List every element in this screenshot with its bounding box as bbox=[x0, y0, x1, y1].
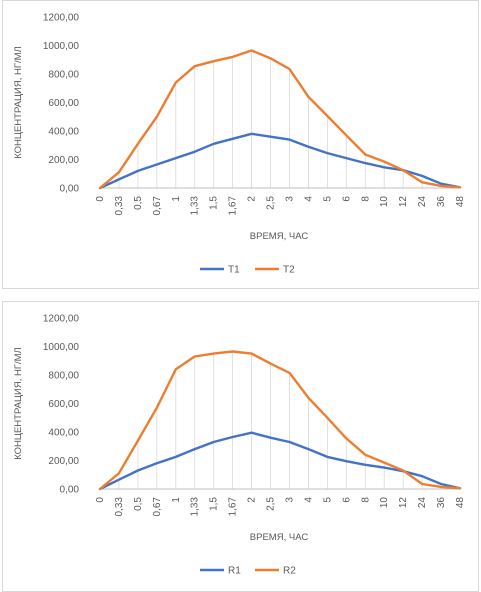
chart-2-y-axis-title: КОНЦЕНТРАЦИЯ, НГ/МЛ bbox=[13, 347, 24, 460]
chart-2-series-R2-line bbox=[98, 350, 462, 491]
chart-1-y-axis-title: КОНЦЕНТРАЦИЯ, НГ/МЛ bbox=[13, 46, 24, 159]
chart-1-y-tick-label: 0,00 bbox=[60, 184, 80, 195]
chart-1-series-T1-line bbox=[98, 132, 462, 190]
chart-1-x-tick-label: 10 bbox=[379, 196, 390, 208]
chart-2-x-tick-label: 0,67 bbox=[152, 497, 163, 517]
chart-1-x-tick-label: 1,67 bbox=[228, 196, 239, 216]
chart-2-x-tick-label: 1,5 bbox=[209, 497, 220, 511]
chart-1-legend-T2-label: T2 bbox=[283, 265, 295, 276]
chart-1-y-tick-label: 400,00 bbox=[48, 127, 79, 138]
chart-1-legend-T1-label: T1 bbox=[228, 265, 240, 276]
chart-1-y-tick-label: 1200,00 bbox=[43, 13, 80, 24]
chart-2-x-tick-label: 36 bbox=[436, 497, 447, 509]
chart-1-x-tick-label: 0,33 bbox=[114, 196, 125, 216]
chart-1-x-tick-label: 36 bbox=[436, 196, 447, 208]
chart-2-x-tick-label: 8 bbox=[360, 497, 371, 503]
chart-1-x-tick-label: 1,33 bbox=[190, 196, 201, 216]
chart-1-x-tick-label: 4 bbox=[303, 196, 314, 202]
chart-1-x-tick-label: 3 bbox=[284, 196, 295, 202]
chart-2-x-tick-label: 1,67 bbox=[228, 497, 239, 517]
chart-2-y-tick-label: 400,00 bbox=[48, 428, 79, 439]
chart-panel-2: 0,00 200,00 400,00 600,00 800,00 1000,00 1200,… bbox=[2, 301, 479, 592]
chart-1-x-tick-label: 0,67 bbox=[152, 196, 163, 216]
chart-2-y-tick-label: 600,00 bbox=[48, 399, 79, 410]
chart-2-x-tick-label: 1 bbox=[171, 497, 182, 503]
chart-panel-1: 0,00 200,00 400,00 600,00 800,00 1000,00 1200,… bbox=[2, 0, 479, 289]
chart-2-x-tick-label: 5 bbox=[322, 497, 333, 503]
chart-1-x-tick-label: 2,5 bbox=[266, 196, 277, 210]
chart-2-y-tick-label: 1200,00 bbox=[43, 314, 80, 325]
chart-2-legend-R2-label: R2 bbox=[283, 566, 296, 577]
chart-1-y-tick-label: 600,00 bbox=[48, 98, 79, 109]
chart-1-x-tick-label: 48 bbox=[455, 196, 466, 208]
chart-2-y-tick-label: 1000,00 bbox=[43, 342, 80, 353]
chart-1-svg: 0,00200,00400,00600,00800,001000,001200,… bbox=[13, 13, 466, 276]
chart-1-x-tick-label: 6 bbox=[341, 196, 352, 202]
chart-1-y-tick-label: 1000,00 bbox=[43, 41, 80, 52]
chart-2-x-tick-label: 2,5 bbox=[266, 497, 277, 511]
chart-2-x-tick-label: 4 bbox=[303, 497, 314, 503]
chart-2-x-axis-title: ВРЕМЯ, ЧАС bbox=[250, 532, 309, 543]
chart-1-x-tick-label: 0 bbox=[95, 196, 106, 202]
chart-1-x-axis-title: ВРЕМЯ, ЧАС bbox=[250, 231, 309, 242]
chart-2-x-tick-label: 0,33 bbox=[114, 497, 125, 517]
chart-2-x-tick-label: 1,33 bbox=[190, 497, 201, 517]
chart-1-y-tick-label: 200,00 bbox=[48, 155, 79, 166]
chart-2-series-R1-line bbox=[98, 431, 462, 491]
chart-1-x-tick-label: 1 bbox=[171, 196, 182, 202]
chart-2-y-tick-label: 0,00 bbox=[60, 485, 80, 496]
chart-2-x-tick-label: 10 bbox=[379, 497, 390, 509]
chart-2-x-tick-label: 24 bbox=[417, 497, 428, 509]
chart-1-series-T2-line bbox=[98, 49, 462, 190]
chart-2-y-tick-label: 800,00 bbox=[48, 371, 79, 382]
chart-2-y-tick-label: 200,00 bbox=[48, 456, 79, 467]
chart-2-x-tick-label: 0,5 bbox=[133, 497, 144, 511]
chart-1-x-tick-label: 24 bbox=[417, 196, 428, 208]
chart-2-x-tick-label: 3 bbox=[284, 497, 295, 503]
chart-1-x-tick-label: 0,5 bbox=[133, 196, 144, 210]
chart-2-x-tick-label: 48 bbox=[455, 497, 466, 509]
chart-2-x-tick-label: 0 bbox=[95, 497, 106, 503]
chart-2-x-tick-label: 2 bbox=[247, 497, 258, 503]
chart-1-x-tick-label: 2 bbox=[247, 196, 258, 202]
chart-1-x-tick-label: 5 bbox=[322, 196, 333, 202]
chart-2-svg: 0,00200,00400,00600,00800,001000,001200,… bbox=[13, 314, 466, 577]
chart-1-x-tick-label: 12 bbox=[398, 196, 409, 208]
chart-2-legend-R1-label: R1 bbox=[228, 566, 241, 577]
chart-1-y-tick-label: 800,00 bbox=[48, 70, 79, 81]
chart-2-x-tick-label: 12 bbox=[398, 497, 409, 509]
chart-2-x-tick-label: 6 bbox=[341, 497, 352, 503]
chart-1-x-tick-label: 1,5 bbox=[209, 196, 220, 210]
chart-1-x-tick-label: 8 bbox=[360, 196, 371, 202]
